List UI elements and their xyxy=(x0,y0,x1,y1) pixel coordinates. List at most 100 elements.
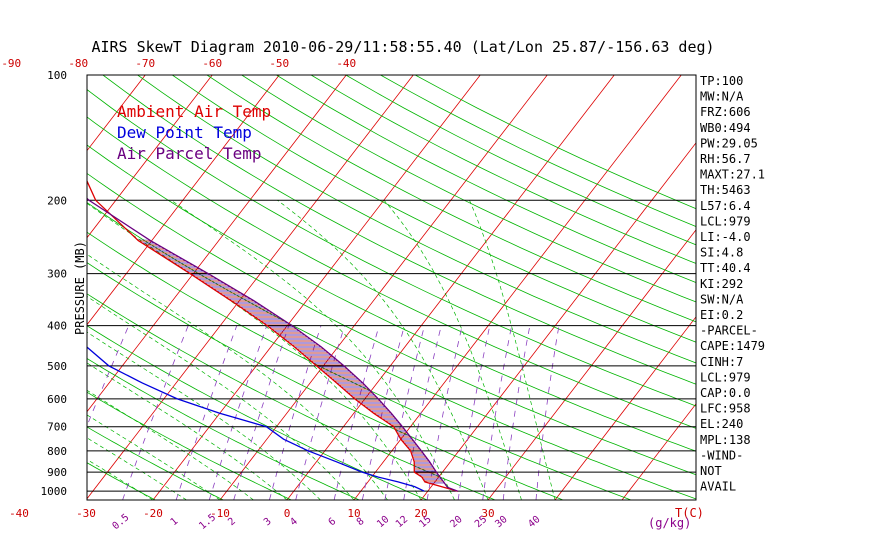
mixing-ratio-line xyxy=(361,325,405,500)
index-item: CAP:0.0 xyxy=(700,386,751,400)
mixing-ratio-line xyxy=(233,325,290,500)
index-item: PW:29.05 xyxy=(700,136,758,150)
mixing-ratio-label: 20 xyxy=(448,514,464,530)
index-item: KI:292 xyxy=(700,277,743,291)
moist-adiabat-line xyxy=(87,362,288,500)
bottom-temperature-tick-label: -30 xyxy=(76,507,96,520)
dry-adiabat-line xyxy=(87,325,428,500)
mixing-ratio-label: 8 xyxy=(355,516,367,528)
pressure-tick-label: 300 xyxy=(47,268,67,281)
isotherm-line xyxy=(219,75,548,500)
isotherm-line xyxy=(554,316,696,500)
mixing-ratio-line xyxy=(535,325,560,500)
isotherm-line xyxy=(87,75,146,152)
legend: Ambient Air Temp Dew Point Temp Air Parc… xyxy=(117,102,271,163)
temperature-unit-label: T(C) xyxy=(675,506,704,520)
top-temperature-tick-label: -90 xyxy=(1,57,21,70)
index-item: TP:100 xyxy=(700,74,743,88)
dry-adiabat-line xyxy=(87,358,360,500)
moist-adiabat-line xyxy=(87,414,221,500)
top-temperature-tick-label: -60 xyxy=(202,57,222,70)
index-item: WB0:494 xyxy=(700,121,751,135)
mixing-ratio-line xyxy=(333,325,380,500)
bottom-temperature-tick-label: 0 xyxy=(284,507,291,520)
index-item: LCL:979 xyxy=(700,370,751,384)
moist-adiabat-line xyxy=(170,200,455,500)
isotherm-line xyxy=(353,75,682,500)
mixing-ratio-line xyxy=(457,325,491,500)
mixing-ratio-line xyxy=(269,325,322,500)
bottom-temperature-tick-label: -20 xyxy=(143,507,163,520)
bottom-temperature-tick-label: 20 xyxy=(414,507,427,520)
index-item: -PARCEL- xyxy=(700,324,758,338)
dry-adiabat-line xyxy=(87,89,696,407)
air-parcel-temp-line xyxy=(87,197,459,492)
dry-adiabat-line xyxy=(137,75,696,364)
isotherm-line xyxy=(420,142,696,500)
dry-adiabat-line xyxy=(206,75,696,323)
isotherm-line xyxy=(87,75,347,413)
dry-adiabat-line xyxy=(172,75,696,343)
index-item: MW:N/A xyxy=(700,90,744,104)
dry-adiabat-line xyxy=(87,462,156,500)
mixing-ratio-label: 0.5 xyxy=(111,512,132,532)
isotherm-line xyxy=(87,75,280,326)
pressure-tick-label: 400 xyxy=(47,320,67,333)
isotherm-line xyxy=(487,229,696,500)
mixing-ratio-label: 10 xyxy=(375,514,391,530)
index-item: CAPE:1479 xyxy=(700,339,765,353)
mixing-ratio-label: 6 xyxy=(327,516,339,528)
mixing-ratio-line xyxy=(175,325,238,500)
bottom-temperature-tick-label: 10 xyxy=(347,507,360,520)
dry-adiabat-line xyxy=(87,391,292,500)
isotherm-line xyxy=(152,75,481,500)
dry-adiabat-line xyxy=(415,75,696,210)
pressure-tick-label: 700 xyxy=(47,421,67,434)
pressure-tick-label: 900 xyxy=(47,466,67,479)
plot-frame xyxy=(86,74,697,501)
y-axis-label: PRESSURE (MB) xyxy=(73,241,87,335)
mixing-ratio-label: 30 xyxy=(493,514,509,530)
dry-adiabat-line xyxy=(241,75,696,303)
index-item: RH:56.7 xyxy=(700,152,751,166)
moist-adiabat-line xyxy=(87,459,154,500)
dry-adiabat-line xyxy=(310,75,696,264)
index-item: EI:0.2 xyxy=(700,308,743,322)
moist-adiabat-line xyxy=(87,331,321,500)
index-item: L57:6.4 xyxy=(700,199,751,213)
dry-adiabat-line xyxy=(102,75,696,385)
top-temperature-tick-label: -40 xyxy=(336,57,356,70)
pressure-tick-label: 1000 xyxy=(41,485,68,498)
legend-dew-point-temp: Dew Point Temp xyxy=(117,123,252,142)
pressure-tick-label: 200 xyxy=(47,194,67,207)
mixing-ratio-line xyxy=(122,325,189,500)
index-item: LI:-4.0 xyxy=(700,230,751,244)
mixing-ratio-label: 3 xyxy=(262,516,274,528)
pressure-tick-label: 600 xyxy=(47,393,67,406)
moist-adiabat-line xyxy=(87,253,388,500)
index-item: TT:40.4 xyxy=(700,261,751,275)
index-item: -WIND- xyxy=(700,448,743,462)
pressure-tick-label: 800 xyxy=(47,445,67,458)
index-item: MAXT:27.1 xyxy=(700,168,765,182)
isotherm-line xyxy=(621,403,696,500)
mixing-ratio-line xyxy=(482,325,513,500)
moist-adiabat-line xyxy=(87,202,422,500)
plot-area xyxy=(0,75,696,500)
mixing-ratio-line xyxy=(384,325,425,500)
dew-point-temp-line xyxy=(87,346,425,492)
index-item: MPL:138 xyxy=(700,433,751,447)
dry-adiabat-line xyxy=(87,116,696,429)
mixing-ratio-unit-label: (g/kg) xyxy=(648,516,691,530)
mixing-ratio-line xyxy=(403,325,442,500)
index-item: SI:4.8 xyxy=(700,246,743,260)
index-item: EL:240 xyxy=(700,417,743,431)
index-item: SW:N/A xyxy=(700,292,744,306)
isotherm-line xyxy=(0,75,78,500)
index-item: LFC:958 xyxy=(700,402,751,416)
index-item: FRZ:606 xyxy=(700,105,751,119)
dry-adiabat-line xyxy=(276,75,696,283)
mixing-ratio-line xyxy=(502,325,531,500)
